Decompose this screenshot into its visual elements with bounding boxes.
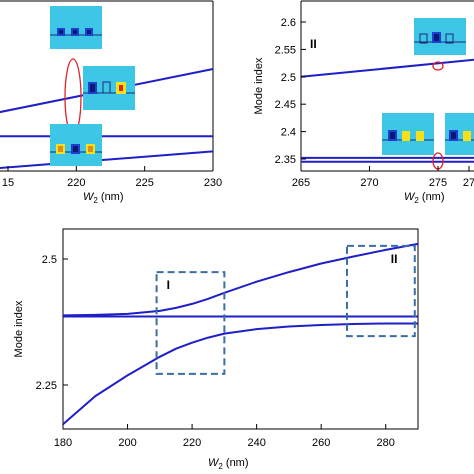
tl-xtick-label-3: 230 <box>204 177 222 189</box>
tr-circle-upper <box>432 61 444 71</box>
bt-region-label-II: II <box>391 252 398 266</box>
tl-xtick-label-0: 15 <box>2 177 14 189</box>
tr-xtick-label-3: 27 <box>463 177 474 189</box>
tr-panel-label: II <box>310 37 317 51</box>
tl-mode-inset-bottom <box>50 124 102 166</box>
tl-xlabel: W2 (nm) <box>83 191 124 205</box>
bt-axes-frame <box>62 228 419 430</box>
bt-ytick-label-0: 2.5 <box>42 254 57 266</box>
tr-xtick-label-2: 275 <box>429 177 447 189</box>
tl-tick-group: 15 220 225 230 <box>2 166 222 189</box>
tr-ytick-label-4: 2.55 <box>275 44 296 56</box>
bt-box-group: III <box>155 244 416 375</box>
tl-mode-inset-top <box>50 6 102 49</box>
tr-xlabel: W2 (nm) <box>404 191 445 205</box>
bt-region-label-I: I <box>167 278 170 292</box>
panel-top-left: 15 220 225 230 W2 (nm) <box>0 0 222 205</box>
bt-tick-group: 180 200 220 240 260 280 2.5 2.25 <box>36 254 395 449</box>
tr-xtick-label-0: 265 <box>292 177 310 189</box>
bt-region-box-II <box>346 244 416 338</box>
tl-series-line-2 <box>0 150 214 169</box>
tr-series-group <box>300 58 474 163</box>
tr-tick-group: 265 270 275 27 2.35 2.4 2.45 2.5 2.55 2.6 <box>275 17 474 189</box>
tr-ytick-label-2: 2.45 <box>275 99 296 111</box>
tr-ytick-label-3: 2.5 <box>281 72 296 84</box>
bt-xtick-label-0: 180 <box>54 437 72 449</box>
bt-xtick-label-4: 260 <box>312 437 330 449</box>
bt-region-box-I <box>155 271 226 375</box>
bt-series-group <box>62 242 419 426</box>
bt-xtick-label-3: 240 <box>247 437 265 449</box>
tr-xtick-label-1: 270 <box>360 177 378 189</box>
tr-mode-inset-bottom-left <box>382 113 434 155</box>
panel-top-right: II 265 270 275 27 2.35 2.4 2.45 2.5 2.55 2.6 Mode… <box>253 0 474 205</box>
bt-ytick-label-1: 2.25 <box>36 380 57 392</box>
tr-series-line-0 <box>300 58 474 78</box>
tr-ytick-label-0: 2.35 <box>275 154 296 166</box>
tr-mode-inset-top <box>414 18 466 55</box>
bt-xtick-label-2: 220 <box>183 437 201 449</box>
tl-xtick-label-2: 225 <box>135 177 153 189</box>
tr-mode-inset-bottom-right <box>445 113 474 155</box>
bt-xtick-label-1: 200 <box>118 437 136 449</box>
bt-series-line-0 <box>62 242 419 317</box>
bt-ylabel: Mode index <box>13 300 25 357</box>
tr-ytick-label-5: 2.6 <box>281 17 296 29</box>
bt-series-line-2 <box>62 322 418 426</box>
tr-ylabel: Mode index <box>253 57 265 114</box>
tr-ytick-label-1: 2.4 <box>281 127 296 139</box>
bt-xtick-label-5: 280 <box>377 437 395 449</box>
tl-mode-inset-middle <box>83 66 135 110</box>
bt-xlabel: W2 (nm) <box>208 457 249 471</box>
tl-xtick-label-1: 220 <box>67 177 85 189</box>
